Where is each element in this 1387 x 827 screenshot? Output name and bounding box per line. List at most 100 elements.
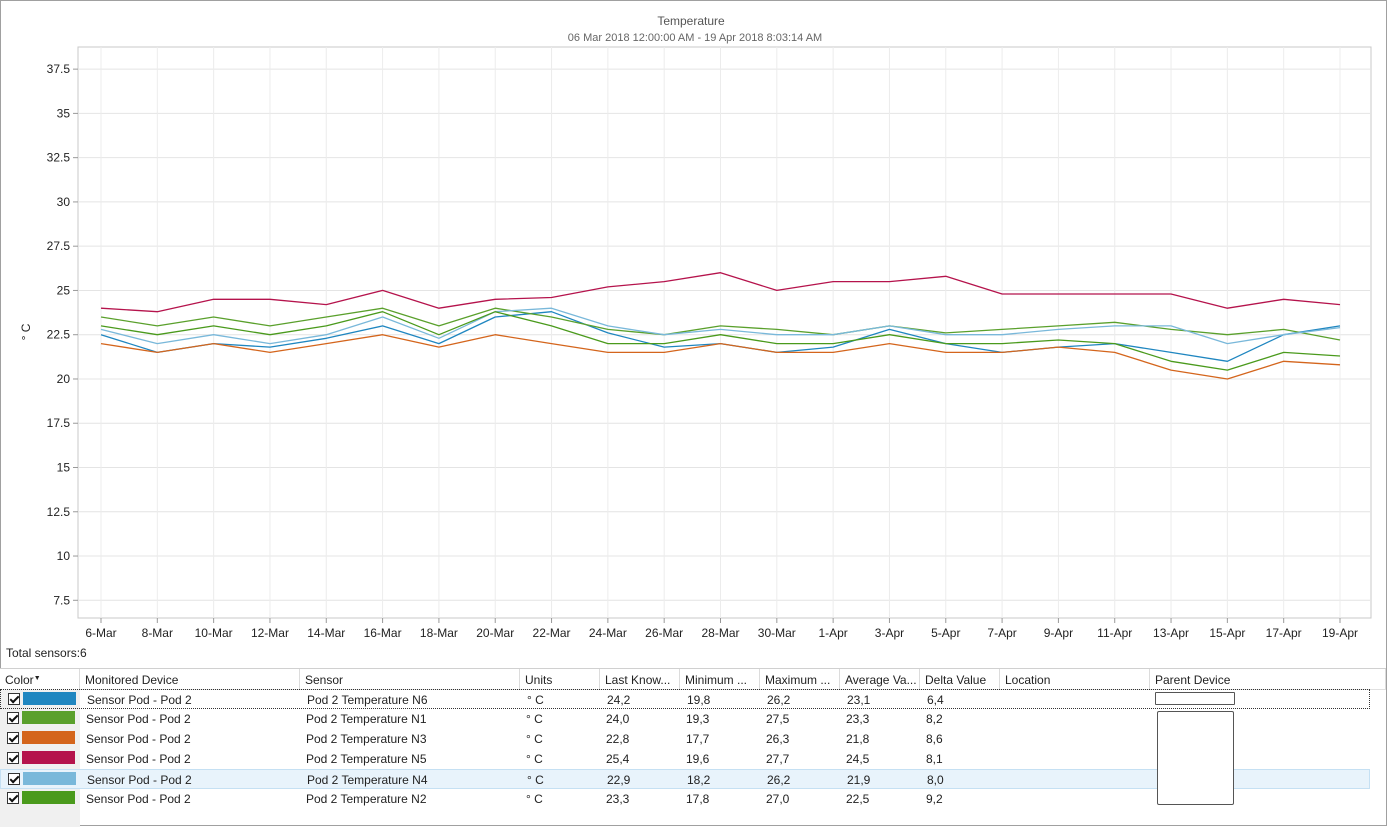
last-known-cell: 23,3 xyxy=(606,792,630,806)
row-visibility-checkbox[interactable] xyxy=(7,732,19,744)
x-tick-label: 22-Mar xyxy=(533,626,571,640)
y-tick-label: 20 xyxy=(57,372,71,386)
x-tick-label: 10-Mar xyxy=(195,626,233,640)
header-delta-label: Delta Value xyxy=(925,673,987,687)
average-cell: 23,3 xyxy=(846,712,870,726)
header-monitored-device-label: Monitored Device xyxy=(85,673,179,687)
series-color-swatch[interactable] xyxy=(23,772,76,785)
average-cell: 24,5 xyxy=(846,752,870,766)
minimum-cell: 19,6 xyxy=(686,752,710,766)
row-visibility-checkbox[interactable] xyxy=(8,773,20,785)
header-average-label: Average Va... xyxy=(845,673,917,687)
units-cell: ° C xyxy=(527,773,544,787)
header-sensor-label: Sensor xyxy=(305,673,344,687)
series-line-5 xyxy=(100,307,1341,345)
maximum-cell: 27,0 xyxy=(766,792,790,806)
location-cell xyxy=(1007,690,1149,710)
x-tick-label: 17-Apr xyxy=(1266,626,1302,640)
average-cell: 23,1 xyxy=(847,693,871,707)
header-color[interactable]: Color▼ xyxy=(0,669,80,689)
average-cell: 21,9 xyxy=(847,773,871,787)
y-axis-label: ° C xyxy=(19,323,33,340)
header-last-known[interactable]: Last Know... xyxy=(600,669,680,689)
table-row[interactable]: Sensor Pod - Pod 2 Pod 2 Temperature N2 ° … xyxy=(0,789,1370,809)
x-tick-label: 18-Mar xyxy=(420,626,458,640)
header-sensor[interactable]: Sensor xyxy=(300,669,520,689)
table-row[interactable]: Sensor Pod - Pod 2 Pod 2 Temperature N4 ° … xyxy=(0,769,1370,789)
maximum-cell: 27,7 xyxy=(766,752,790,766)
row-visibility-checkbox[interactable] xyxy=(7,792,19,804)
delta-cell: 8,2 xyxy=(926,712,943,726)
x-tick-label: 15-Apr xyxy=(1209,626,1245,640)
table-row[interactable]: Sensor Pod - Pod 2 Pod 2 Temperature N5 ° … xyxy=(0,749,1370,769)
header-minimum-label: Minimum ... xyxy=(685,673,748,687)
units-cell: ° C xyxy=(526,792,543,806)
header-monitored-device[interactable]: Monitored Device xyxy=(80,669,300,689)
table-row[interactable]: Sensor Pod - Pod 2 Pod 2 Temperature N1 ° … xyxy=(0,709,1370,729)
sensor-cell: Pod 2 Temperature N4 xyxy=(307,773,428,787)
units-cell: ° C xyxy=(526,732,543,746)
temperature-chart: Temperature 06 Mar 2018 12:00:00 AM - 19… xyxy=(19,14,1372,640)
x-tick-label: 5-Apr xyxy=(931,626,960,640)
monitored-device-cell: Sensor Pod - Pod 2 xyxy=(86,792,191,806)
x-tick-label: 26-Mar xyxy=(645,626,683,640)
y-tick-label: 32.5 xyxy=(47,151,71,165)
series-color-swatch[interactable] xyxy=(23,692,76,705)
header-parent-device[interactable]: Parent Device xyxy=(1150,669,1386,689)
header-location[interactable]: Location xyxy=(1000,669,1150,689)
sensor-table: Color▼ Monitored Device Sensor Units Last Kn… xyxy=(0,668,1386,827)
header-last-known-label: Last Know... xyxy=(605,673,671,687)
y-tick-label: 17.5 xyxy=(47,416,71,430)
series-lines xyxy=(100,272,1341,380)
minimum-cell: 18,2 xyxy=(687,773,711,787)
row-visibility-checkbox[interactable] xyxy=(7,712,19,724)
location-cell xyxy=(1006,749,1148,769)
average-cell: 21,8 xyxy=(846,732,870,746)
parent-device-thumbnail[interactable] xyxy=(1155,692,1235,705)
delta-cell: 8,0 xyxy=(927,773,944,787)
row-visibility-checkbox[interactable] xyxy=(8,693,20,705)
x-tick-label: 30-Mar xyxy=(758,626,796,640)
x-tick-label: 24-Mar xyxy=(589,626,627,640)
header-location-label: Location xyxy=(1005,673,1051,687)
series-color-swatch[interactable] xyxy=(22,731,75,744)
x-tick-label: 13-Apr xyxy=(1153,626,1189,640)
delta-cell: 6,4 xyxy=(927,693,944,707)
minimum-cell: 19,3 xyxy=(686,712,710,726)
x-tick-label: 7-Apr xyxy=(987,626,1016,640)
maximum-cell: 27,5 xyxy=(766,712,790,726)
header-parent-device-label: Parent Device xyxy=(1155,673,1231,687)
series-color-swatch[interactable] xyxy=(22,751,75,764)
header-color-label: Color xyxy=(5,673,34,687)
header-minimum[interactable]: Minimum ... xyxy=(680,669,760,689)
header-units[interactable]: Units xyxy=(520,669,600,689)
series-color-swatch[interactable] xyxy=(22,711,75,724)
location-cell xyxy=(1006,789,1148,809)
sensor-cell: Pod 2 Temperature N2 xyxy=(306,792,427,806)
header-delta[interactable]: Delta Value xyxy=(920,669,1000,689)
last-known-cell: 24,2 xyxy=(607,693,631,707)
y-tick-label: 12.5 xyxy=(47,505,71,519)
monitored-device-cell: Sensor Pod - Pod 2 xyxy=(86,712,191,726)
header-average[interactable]: Average Va... xyxy=(840,669,920,689)
x-axis: 6-Mar 8-Mar 10-Mar 12-Mar 14-Mar 16-Mar 18-Mar… xyxy=(85,618,1358,640)
x-tick-label: 19-Apr xyxy=(1322,626,1358,640)
table-header: Color▼ Monitored Device Sensor Units Last Kn… xyxy=(0,669,1386,690)
series-color-swatch[interactable] xyxy=(22,791,75,804)
x-tick-label: 28-Mar xyxy=(701,626,739,640)
sensor-cell: Pod 2 Temperature N1 xyxy=(306,712,427,726)
plot-area xyxy=(77,46,1372,619)
y-tick-label: 15 xyxy=(57,461,71,475)
location-cell xyxy=(1006,709,1148,729)
monitored-device-cell: Sensor Pod - Pod 2 xyxy=(87,773,192,787)
x-tick-label: 20-Mar xyxy=(476,626,514,640)
header-maximum[interactable]: Maximum ... xyxy=(760,669,840,689)
table-row[interactable]: Sensor Pod - Pod 2 Pod 2 Temperature N6 ° … xyxy=(0,689,1370,709)
maximum-cell: 26,3 xyxy=(766,732,790,746)
average-cell: 22,5 xyxy=(846,792,870,806)
table-row[interactable]: Sensor Pod - Pod 2 Pod 2 Temperature N3 ° … xyxy=(0,729,1370,749)
y-tick-label: 27.5 xyxy=(47,239,71,253)
last-known-cell: 24,0 xyxy=(606,712,630,726)
location-cell xyxy=(1007,770,1149,790)
row-visibility-checkbox[interactable] xyxy=(7,752,19,764)
